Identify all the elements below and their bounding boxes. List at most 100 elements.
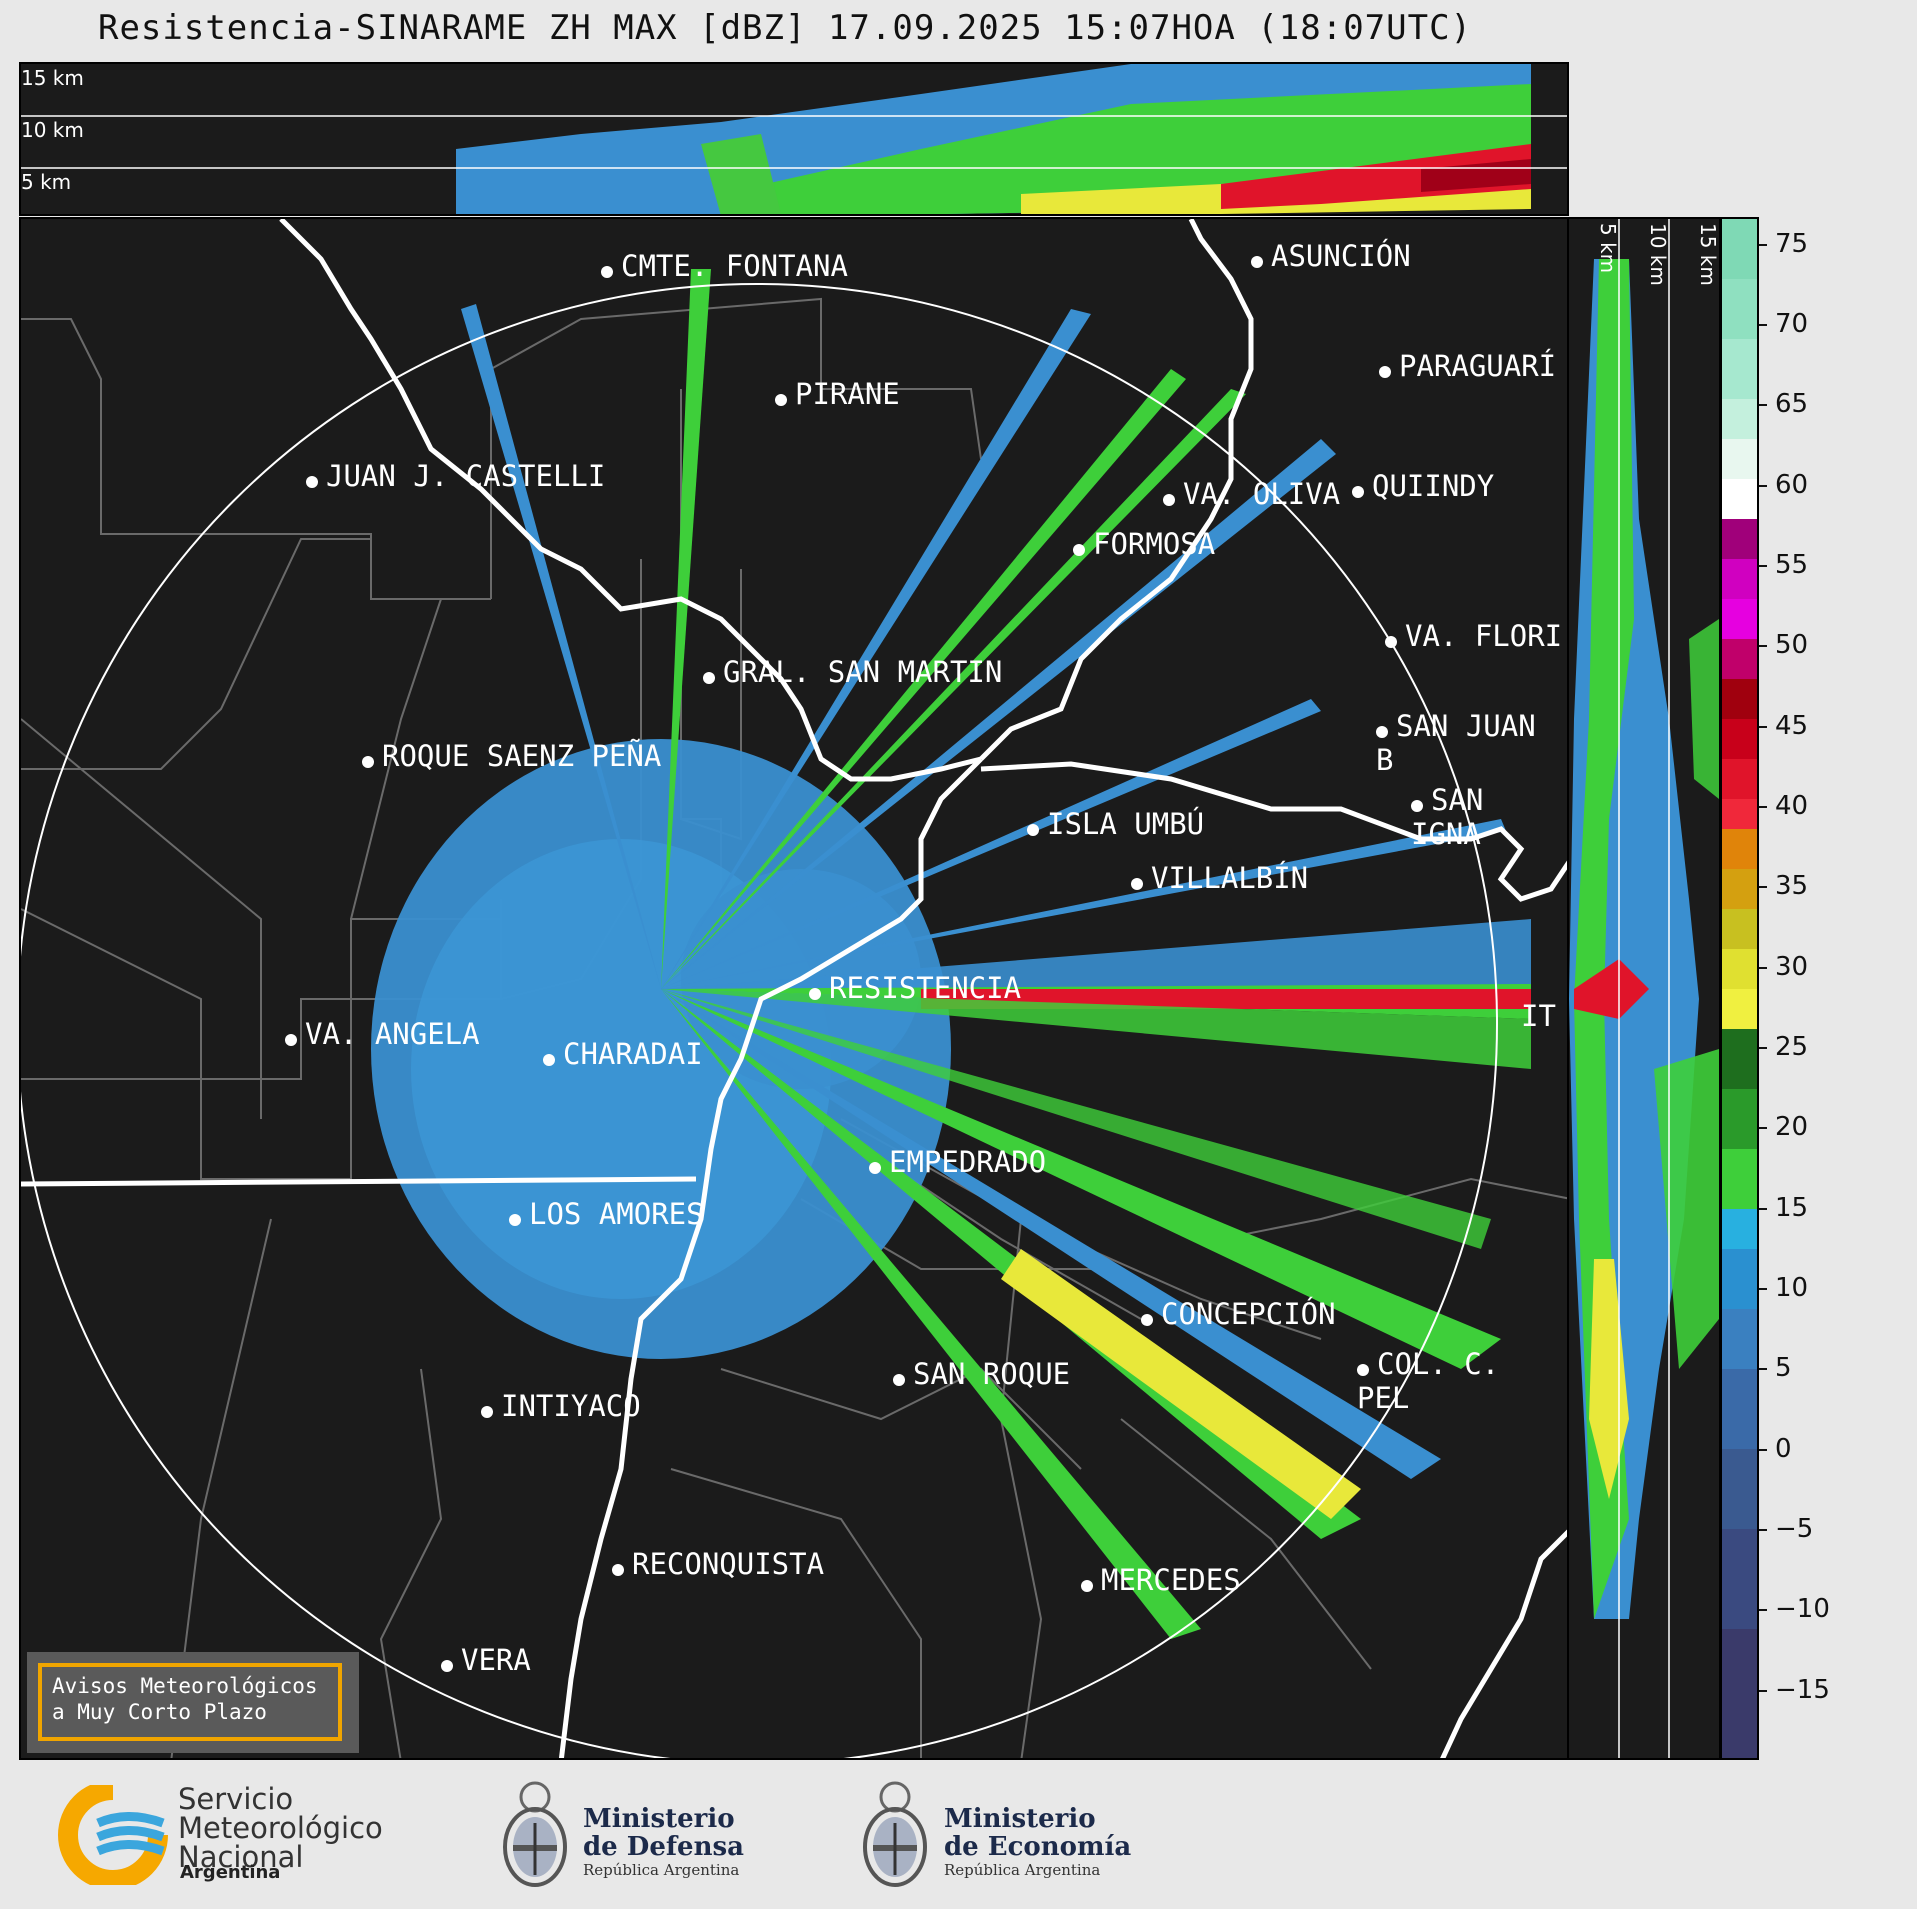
colorbar-tick: 0 (1759, 1434, 1792, 1464)
place-dot (543, 1053, 555, 1066)
national-seal-icon (863, 1781, 927, 1887)
place-formosa: FORMOSA (1073, 527, 1215, 573)
colorbar-tick: 15 (1759, 1193, 1808, 1223)
place-vera: VERA (441, 1643, 531, 1689)
place-concepcion: CONCEPCIÓN (1141, 1297, 1336, 1343)
national-seal-icon (503, 1781, 567, 1887)
colorbar-tick: 25 (1759, 1032, 1808, 1062)
colorbar-tick: 45 (1759, 711, 1808, 741)
place-dot (509, 1213, 521, 1226)
place-dot (1379, 365, 1391, 378)
colorbar-tick: 75 (1759, 229, 1808, 259)
place-juan-j-castelli: JUAN J. CASTELLI (306, 459, 605, 505)
place-dot (869, 1161, 881, 1174)
place-san-juan-b: SAN JUAN B (1376, 709, 1536, 777)
place-dot (306, 475, 318, 488)
colorbar-tick: −10 (1759, 1594, 1830, 1624)
place-dot (1352, 485, 1364, 498)
place-empedrado: EMPEDRADO (869, 1145, 1046, 1191)
place-san-roque: SAN ROQUE (893, 1357, 1070, 1403)
colorbar-gradient (1722, 219, 1757, 1758)
place-dot (285, 1033, 297, 1046)
colorbar-tick: 40 (1759, 791, 1808, 821)
warning-box-background (27, 1652, 359, 1753)
place-dot (703, 671, 715, 684)
smn-logo-icon (58, 1785, 168, 1885)
warning-line-2: a Muy Corto Plazo (52, 1700, 267, 1724)
place-pirane: PIRANE (775, 377, 900, 423)
place-dot (809, 987, 821, 1000)
place-va-oliva: VA. OLIVA (1163, 477, 1340, 523)
colorbar-tick: 50 (1759, 630, 1808, 660)
colorbar-tick: 70 (1759, 309, 1808, 339)
footer (0, 1762, 1917, 1909)
chart-title: Resistencia-SINARAME ZH MAX [dBZ] 17.09.… (97, 8, 1473, 48)
international-borders (21, 219, 1567, 1758)
place-dot (775, 393, 787, 406)
colorbar-ticks: 75 70 65 60 55 50 45 40 35 30 25 20 15 1… (1759, 217, 1859, 1760)
side-cross-section-panel: 5 km 10 km 15 km (1569, 217, 1721, 1760)
radar-map-panel: CMTE. FONTANA ASUNCIÓN PIRANE PARAGUARÍ … (19, 217, 1569, 1760)
warning-line-1: Avisos Meteorológicos (52, 1674, 318, 1698)
radar-range-ring (21, 283, 1498, 1758)
radar-map-graphic (21, 219, 1567, 1758)
place-dot (1027, 823, 1039, 836)
altitude-label-15km: 15 km (21, 66, 84, 90)
colorbar-tick: 10 (1759, 1273, 1808, 1303)
place-dot (1251, 255, 1263, 268)
place-dot (1163, 493, 1175, 506)
radar-echo (371, 269, 1531, 1639)
warning-box[interactable]: Avisos Meteorológicos a Muy Corto Plazo (38, 1663, 342, 1741)
colorbar-tick: −15 (1759, 1675, 1830, 1705)
place-isla-umbu: ISLA UMBÚ (1027, 807, 1204, 853)
place-dot (481, 1405, 493, 1418)
side-cross-section-graphic (1569, 219, 1719, 1758)
colorbar-tick: 5 (1759, 1353, 1792, 1383)
colorbar-tick: −5 (1759, 1514, 1813, 1544)
place-va-flori: VA. FLORI (1385, 619, 1562, 665)
place-roque-saenz-pena: ROQUE SAENZ PEÑA (362, 739, 661, 785)
colorbar-tick: 20 (1759, 1112, 1808, 1142)
place-intiyaco: INTIYACO (481, 1389, 641, 1435)
place-dot (1376, 725, 1388, 738)
side-altitude-label-5km: 5 km (1596, 223, 1620, 274)
place-col-c-pel: COL. C. PEL (1357, 1347, 1500, 1415)
place-mercedes: MERCEDES (1081, 1563, 1241, 1609)
place-dot (893, 1373, 905, 1386)
colorbar-tick: 30 (1759, 952, 1808, 982)
place-villalbin: VILLALBÍN (1131, 861, 1308, 907)
place-los-amores: LOS AMORES (509, 1197, 704, 1243)
place-dot (601, 265, 613, 278)
side-altitude-label-10km: 10 km (1646, 223, 1670, 286)
ministerio-economia-label: Ministerio de Economía República Argenti… (944, 1804, 1132, 1879)
reflectivity-colorbar (1720, 217, 1759, 1760)
place-va-angela: VA. ANGELA (285, 1017, 480, 1063)
top-cross-section-graphic (21, 64, 1567, 214)
place-paraguari: PARAGUARÍ (1379, 349, 1556, 395)
colorbar-tick: 35 (1759, 871, 1808, 901)
place-dot (612, 1563, 624, 1576)
smn-country: Argentina (180, 1862, 281, 1883)
place-dot (1073, 543, 1085, 556)
place-dot (1357, 1363, 1369, 1376)
place-san-igna: SAN IGNA (1411, 783, 1484, 851)
altitude-label-5km: 5 km (21, 170, 72, 194)
colorbar-tick: 65 (1759, 389, 1808, 419)
place-dot (1081, 1579, 1093, 1592)
place-dot (362, 755, 374, 768)
place-reconquista: RECONQUISTA (612, 1547, 824, 1593)
place-resistencia: RESISTENCIA (809, 971, 1021, 1017)
place-quiindy: QUIINDY (1352, 469, 1494, 515)
place-dot (441, 1659, 453, 1672)
colorbar-tick: 55 (1759, 550, 1808, 580)
altitude-label-10km: 10 km (21, 118, 84, 142)
place-dot (1411, 799, 1423, 812)
place-dot (1131, 877, 1143, 890)
place-cmte-fontana: CMTE. FONTANA (601, 249, 848, 295)
ministerio-defensa-label: Ministerio de Defensa República Argentin… (583, 1804, 744, 1879)
place-it: IT (1521, 999, 1556, 1033)
top-cross-section-panel: 15 km 10 km 5 km (19, 62, 1569, 216)
smn-name: Servicio Meteorológico Nacional (178, 1782, 383, 1874)
place-dot (1385, 635, 1397, 648)
place-gral-san-martin: GRAL. SAN MARTIN (703, 655, 1002, 701)
